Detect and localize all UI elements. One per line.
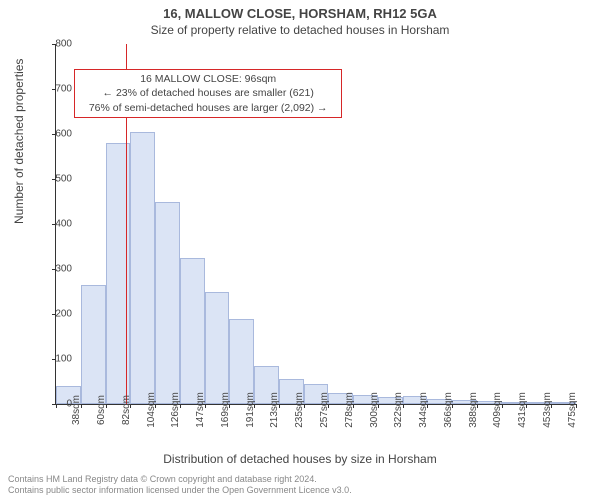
x-tick-label: 475sqm: [567, 392, 578, 428]
annotation-line: ← 23% of detached houses are smaller (62…: [79, 86, 337, 100]
plot-wrap: 16 MALLOW CLOSE: 96sqm← 23% of detached …: [55, 44, 575, 404]
x-tick-label: 82sqm: [121, 395, 132, 425]
x-tick-label: 257sqm: [319, 392, 330, 428]
x-tick-label: 235sqm: [294, 392, 305, 428]
x-tick-label: 126sqm: [170, 392, 181, 428]
footer-attribution: Contains HM Land Registry data © Crown c…: [8, 474, 352, 496]
y-tick-label: 300: [38, 264, 72, 275]
y-tick-label: 500: [38, 174, 72, 185]
x-tick-label: 344sqm: [418, 392, 429, 428]
y-tick-label: 800: [38, 39, 72, 50]
histogram-bar: [205, 292, 230, 405]
x-tick-label: 366sqm: [443, 392, 454, 428]
histogram-bar: [155, 202, 180, 405]
x-tick-label: 322sqm: [393, 392, 404, 428]
histogram-bar: [180, 258, 205, 404]
y-tick-label: 200: [38, 309, 72, 320]
chart-subtitle: Size of property relative to detached ho…: [0, 21, 600, 41]
x-tick-label: 278sqm: [344, 392, 355, 428]
x-tick-label: 388sqm: [468, 392, 479, 428]
x-tick-label: 104sqm: [146, 392, 157, 428]
histogram-bar: [130, 132, 155, 404]
y-tick-label: 0: [38, 399, 72, 410]
chart-title: 16, MALLOW CLOSE, HORSHAM, RH12 5GA: [0, 0, 600, 21]
x-tick-label: 300sqm: [369, 392, 380, 428]
x-tick-label: 191sqm: [245, 392, 256, 428]
y-tick-label: 400: [38, 219, 72, 230]
x-tick-label: 60sqm: [96, 395, 107, 425]
annotation-line: 16 MALLOW CLOSE: 96sqm: [79, 72, 337, 86]
x-tick-label: 147sqm: [195, 392, 206, 428]
histogram-bar: [81, 285, 106, 404]
y-tick-label: 600: [38, 129, 72, 140]
x-tick-label: 431sqm: [517, 392, 528, 428]
y-tick-label: 700: [38, 84, 72, 95]
footer-line1: Contains HM Land Registry data © Crown c…: [8, 474, 352, 485]
plot-area: 16 MALLOW CLOSE: 96sqm← 23% of detached …: [55, 44, 576, 405]
y-axis-label: Number of detached properties: [12, 59, 26, 224]
x-axis-label: Distribution of detached houses by size …: [0, 452, 600, 466]
x-tick-label: 453sqm: [542, 392, 553, 428]
annotation-line: 76% of semi-detached houses are larger (…: [79, 101, 337, 115]
y-tick-label: 100: [38, 354, 72, 365]
x-tick-label: 409sqm: [492, 392, 503, 428]
x-tick-label: 38sqm: [71, 395, 82, 425]
x-tick-label: 169sqm: [220, 392, 231, 428]
annotation-box: 16 MALLOW CLOSE: 96sqm← 23% of detached …: [74, 69, 342, 118]
histogram-bar: [229, 319, 254, 405]
x-tick-label: 213sqm: [269, 392, 280, 428]
footer-line2: Contains public sector information licen…: [8, 485, 352, 496]
